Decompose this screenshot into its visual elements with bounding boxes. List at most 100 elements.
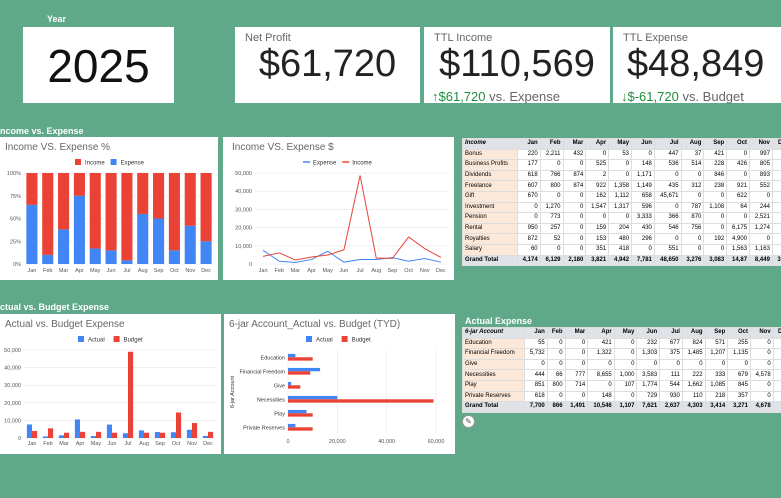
- x-tick-label: 60,000: [428, 439, 445, 445]
- six-jar-chart[interactable]: 6-jar Account_Actual vs. Budget (TYD) Ac…: [224, 314, 455, 454]
- y-tick-label: 30,000: [4, 383, 21, 389]
- y-category-label: Give: [274, 383, 285, 389]
- edit-pencil-icon[interactable]: ✎: [462, 415, 475, 428]
- value-cell: 0: [562, 190, 587, 203]
- ttl-income-delta: ↑$61,720 vs. Expense: [432, 89, 560, 104]
- income-pivot-table[interactable]: Income Jan Feb Mar Apr May Jun Jul Aug Sep Oct Nov D…: [462, 138, 781, 267]
- value-cell: 756: [680, 222, 705, 235]
- y-category-label: Financial Freedom: [239, 369, 285, 375]
- bar-expense: [168, 250, 180, 264]
- bar-expense: [153, 218, 165, 264]
- value-cell: 0: [562, 212, 587, 224]
- value-cell: 0: [727, 358, 751, 371]
- value-cell: 0: [680, 169, 705, 182]
- value-cell: 0: [749, 233, 773, 245]
- ttl-expense-card: TTL Expense $48,849 ↓$-61,720 vs. Budget: [613, 27, 781, 104]
- value-cell: 0: [680, 233, 705, 245]
- value-cell: 0: [562, 243, 587, 256]
- bar-expense: [105, 250, 117, 264]
- value-cell: 0: [703, 243, 728, 256]
- column-header-cell: Nov: [749, 327, 774, 339]
- bar-budget: [208, 431, 214, 438]
- value-cell: 0: [564, 358, 589, 371]
- bar-actual: [122, 433, 128, 438]
- x-tick-label: Apr: [76, 441, 85, 447]
- value-cell: 218: [704, 390, 729, 403]
- value-cell: 846: [703, 169, 728, 182]
- value-cell: 546: [653, 222, 682, 235]
- value-cell: 244: [749, 201, 773, 214]
- x-tick-label: May: [323, 268, 334, 274]
- bar-income: [105, 173, 117, 251]
- income-vs-expense-pct-chart[interactable]: Income VS. Expense % Income Expense 0% 25% 5…: [0, 137, 218, 280]
- value-cell: 64: [726, 201, 751, 214]
- legend-swatch: [75, 159, 81, 165]
- value-cell: 0: [608, 159, 633, 171]
- row-label-cell: Business Profits: [462, 159, 518, 171]
- legend-swatch: [306, 336, 312, 342]
- bar-budget: [288, 357, 313, 361]
- value-cell: 426: [726, 159, 751, 171]
- value-cell: 228: [703, 159, 728, 171]
- value-cell: 6,175: [726, 222, 751, 235]
- value-cell: 52: [539, 233, 564, 245]
- value-cell: 8,655: [587, 369, 615, 381]
- bar-budget: [288, 385, 301, 389]
- row-label-cell: Private Reserves: [461, 390, 526, 403]
- expense-pivot-table[interactable]: 6-jar Account Jan Feb Mar Apr May Jun Jul Aug Sep…: [461, 327, 781, 413]
- column-header-cell: Sep: [704, 327, 729, 339]
- y-tick-label: 10,000: [235, 244, 252, 250]
- value-cell: 874: [562, 180, 587, 192]
- income-vs-expense-dollar-chart[interactable]: Income VS. Expense $ Expense Income 0 10,00…: [223, 137, 454, 280]
- value-cell: 930: [659, 390, 683, 403]
- value-cell: 0: [653, 233, 682, 245]
- table-row: Freelance 607 800 874 922 1,358 1,149 435 312 238…: [462, 180, 781, 192]
- value-cell: 0: [564, 337, 589, 350]
- chart-svg: Expense Income 0 10,000 20,000 30,000 40,000 50…: [235, 161, 449, 274]
- value-cell: 536: [653, 159, 682, 171]
- value-cell: 430: [631, 222, 655, 235]
- legend-label: Actual: [316, 338, 333, 344]
- x-tick-label: Jul: [124, 441, 131, 447]
- value-cell: 3,271: [727, 401, 751, 413]
- actual-vs-budget-chart[interactable]: Actual vs. Budget Expense Actual Budget 0 1…: [0, 314, 221, 454]
- value-cell: 0: [613, 390, 638, 403]
- bar-actual: [202, 435, 208, 438]
- table-row: Private Reserves 618 0 0 148 0 729 930 110 218 357…: [461, 390, 781, 403]
- value-cell: 544: [659, 379, 683, 392]
- value-cell: 3,583: [636, 369, 661, 381]
- value-cell: 0: [546, 390, 566, 403]
- value-cell: 1,774: [636, 379, 661, 392]
- bar-income: [184, 173, 196, 226]
- bar-expense: [200, 241, 212, 264]
- value-cell: 351: [585, 243, 610, 256]
- value-cell: 296: [631, 233, 655, 245]
- bar-budget: [96, 431, 102, 438]
- ttl-expense-title: TTL Expense: [623, 32, 689, 44]
- table-row: Play85180071401071,7745441,6621,08584506…: [461, 379, 781, 392]
- x-tick-label: Jun: [108, 441, 117, 447]
- value-cell: 1,207: [704, 348, 729, 360]
- y-tick-label: 20,000: [235, 226, 252, 232]
- bar-budget: [112, 432, 118, 438]
- x-tick-label: Apr: [75, 268, 84, 274]
- bar-actual: [138, 430, 144, 438]
- chart-svg: Actual Budget 0 10,000 20,000 30,000 40,000 50,…: [4, 336, 216, 447]
- value-cell: 66: [546, 369, 566, 381]
- value-cell: 0: [524, 358, 548, 371]
- chart-title: Income VS. Expense $: [232, 142, 334, 153]
- value-cell: 0: [546, 337, 566, 350]
- value-cell: 5,732: [524, 348, 548, 360]
- bar-actual: [42, 436, 48, 438]
- column-header-cell: Apr: [587, 327, 615, 339]
- value-cell: 444: [524, 369, 548, 381]
- value-cell: [772, 390, 781, 403]
- x-tick-label: Aug: [371, 268, 381, 274]
- x-tick-label: Sep: [154, 268, 164, 274]
- value-cell: 0: [659, 358, 683, 371]
- net-profit-card: Net Profit $61,720: [235, 27, 420, 103]
- value-cell: 4,303: [681, 401, 706, 413]
- value-cell: 159: [585, 222, 610, 235]
- value-cell: 0: [613, 348, 638, 360]
- row-label-cell: Pension: [462, 212, 518, 224]
